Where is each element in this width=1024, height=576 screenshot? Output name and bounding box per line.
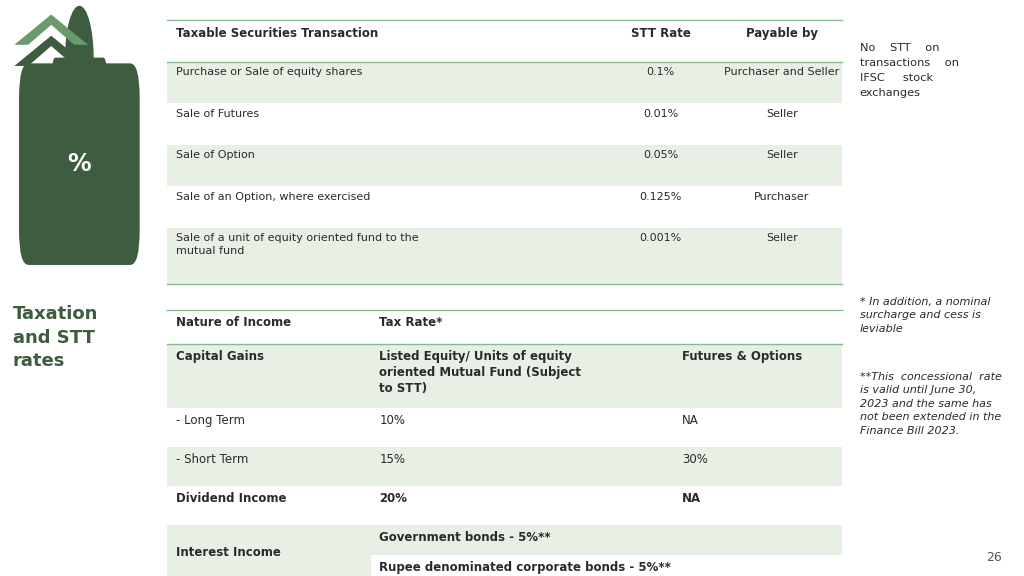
- Text: Seller: Seller: [766, 109, 798, 119]
- Text: Capital Gains: Capital Gains: [176, 350, 264, 363]
- Text: Futures & Options: Futures & Options: [682, 350, 803, 363]
- Bar: [371, 555, 843, 576]
- Bar: [167, 145, 843, 186]
- Text: 0.05%: 0.05%: [643, 150, 678, 160]
- Text: %: %: [68, 152, 91, 176]
- FancyBboxPatch shape: [52, 58, 106, 121]
- Text: - Long Term: - Long Term: [176, 414, 245, 427]
- Text: **This  concessional  rate
is valid until June 30,
2023 and the same has
not bee: **This concessional rate is valid until …: [859, 372, 1001, 436]
- Text: No    STT    on
transactions    on
IFSC     stock
exchanges: No STT on transactions on IFSC stock exc…: [859, 43, 958, 97]
- Text: Nature of Income: Nature of Income: [176, 316, 291, 329]
- Text: Listed Equity/ Units of equity
oriented Mutual Fund (Subject
to STT): Listed Equity/ Units of equity oriented …: [379, 350, 582, 395]
- Text: Interest Income: Interest Income: [176, 546, 281, 559]
- Text: Purchaser and Seller: Purchaser and Seller: [724, 67, 840, 77]
- Text: Seller: Seller: [766, 233, 798, 243]
- Circle shape: [66, 6, 93, 109]
- Text: NA: NA: [682, 492, 701, 505]
- FancyBboxPatch shape: [19, 63, 139, 265]
- Bar: [371, 525, 843, 555]
- Text: Rupee denominated corporate bonds - 5%**: Rupee denominated corporate bonds - 5%**: [379, 561, 672, 574]
- Text: Purchase or Sale of equity shares: Purchase or Sale of equity shares: [176, 67, 362, 77]
- Text: NA: NA: [682, 414, 699, 427]
- Text: 0.125%: 0.125%: [639, 192, 682, 202]
- Text: * In addition, a nominal
surcharge and cess is
leviable: * In addition, a nominal surcharge and c…: [859, 297, 990, 334]
- Text: 0.01%: 0.01%: [643, 109, 678, 119]
- Text: 15%: 15%: [379, 453, 406, 466]
- Bar: [167, 447, 843, 486]
- Text: - Short Term: - Short Term: [176, 453, 249, 466]
- Text: Payable by: Payable by: [745, 27, 818, 40]
- Text: Dividend Income: Dividend Income: [176, 492, 287, 505]
- Text: 26: 26: [986, 551, 1002, 564]
- Text: Tax Rate*: Tax Rate*: [379, 316, 442, 329]
- Text: 10%: 10%: [379, 414, 406, 427]
- Text: 20%: 20%: [379, 492, 408, 505]
- Text: Sale of Futures: Sale of Futures: [176, 109, 259, 119]
- Text: Sale of Option: Sale of Option: [176, 150, 255, 160]
- Bar: [167, 62, 843, 103]
- Text: Purchaser: Purchaser: [754, 192, 809, 202]
- Bar: [167, 344, 843, 408]
- Text: STT Rate: STT Rate: [631, 27, 690, 40]
- Text: Sale of an Option, where exercised: Sale of an Option, where exercised: [176, 192, 371, 202]
- Text: Taxation
and STT
rates: Taxation and STT rates: [12, 305, 98, 370]
- Text: Government bonds - 5%**: Government bonds - 5%**: [379, 531, 551, 544]
- Bar: [167, 228, 843, 284]
- Text: Taxable Securities Transaction: Taxable Securities Transaction: [176, 27, 378, 40]
- Text: Sale of a unit of equity oriented fund to the
mutual fund: Sale of a unit of equity oriented fund t…: [176, 233, 419, 256]
- Text: 0.001%: 0.001%: [639, 233, 682, 243]
- Bar: [167, 525, 371, 576]
- Polygon shape: [14, 36, 88, 66]
- Text: 30%: 30%: [682, 453, 708, 466]
- Polygon shape: [14, 14, 88, 45]
- Text: Seller: Seller: [766, 150, 798, 160]
- Text: 0.1%: 0.1%: [646, 67, 675, 77]
